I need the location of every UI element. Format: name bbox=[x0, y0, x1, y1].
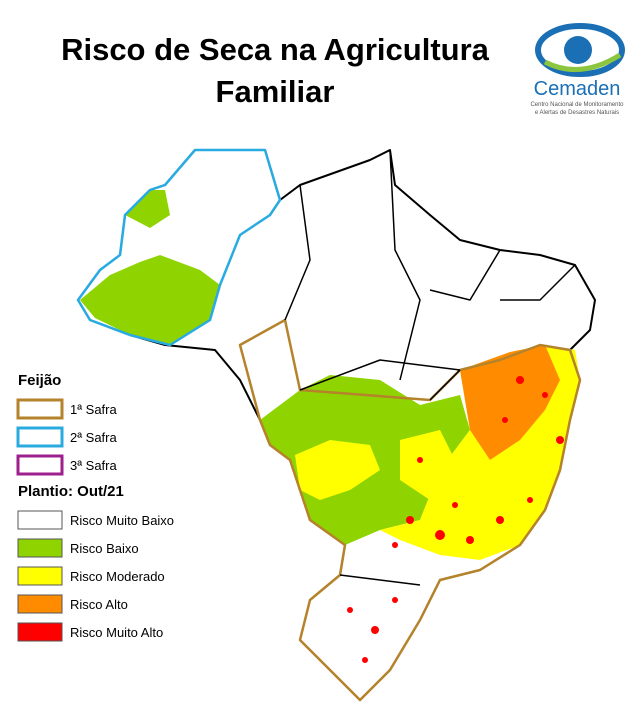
season-swatch bbox=[16, 454, 64, 476]
legend-planting: Plantio: Out/21 bbox=[18, 483, 124, 500]
season-swatch bbox=[16, 398, 64, 420]
class-swatch bbox=[17, 622, 63, 642]
region-low bbox=[80, 255, 220, 345]
class-label: Risco Baixo bbox=[70, 541, 139, 556]
class-label: Risco Moderado bbox=[70, 569, 165, 584]
very-high-speckles bbox=[347, 376, 564, 663]
class-swatch bbox=[17, 510, 63, 530]
class-swatch bbox=[17, 566, 63, 586]
logo-name: Cemaden bbox=[534, 78, 621, 100]
season-label: 2ª Safra bbox=[70, 430, 117, 445]
class-label: Risco Muito Alto bbox=[70, 625, 163, 640]
legend: Feijão Plantio: Out/21 1ª Safra 2ª Safra 3… bbox=[16, 372, 174, 642]
legend-crop: Feijão bbox=[18, 372, 61, 389]
logo-swoosh bbox=[543, 52, 622, 73]
title-line: Risco de Seca na Agricultura bbox=[61, 32, 490, 67]
region-low bbox=[125, 190, 170, 228]
logo-iris bbox=[564, 36, 592, 64]
season-2-border bbox=[76, 148, 282, 347]
brazil-map bbox=[76, 148, 596, 702]
class-swatch bbox=[17, 594, 63, 614]
season-label: 1ª Safra bbox=[70, 402, 117, 417]
state-borders bbox=[284, 149, 576, 586]
title-line: Familiar bbox=[216, 74, 335, 109]
region-high bbox=[460, 345, 560, 460]
logo: Cemaden Centro Nacional de Monitoramento… bbox=[530, 23, 625, 116]
logo-subtitle: Centro Nacional de Monitoramento bbox=[530, 102, 624, 108]
season-label: 3ª Safra bbox=[70, 458, 117, 473]
region-moderate bbox=[295, 440, 380, 500]
class-label: Risco Alto bbox=[70, 597, 128, 612]
class-swatch bbox=[17, 538, 63, 558]
season-swatch bbox=[16, 426, 64, 448]
class-label: Risco Muito Baixo bbox=[70, 513, 174, 528]
logo-subtitle: e Alertas de Desastres Naturais bbox=[535, 110, 619, 116]
logo-eye bbox=[535, 23, 625, 77]
